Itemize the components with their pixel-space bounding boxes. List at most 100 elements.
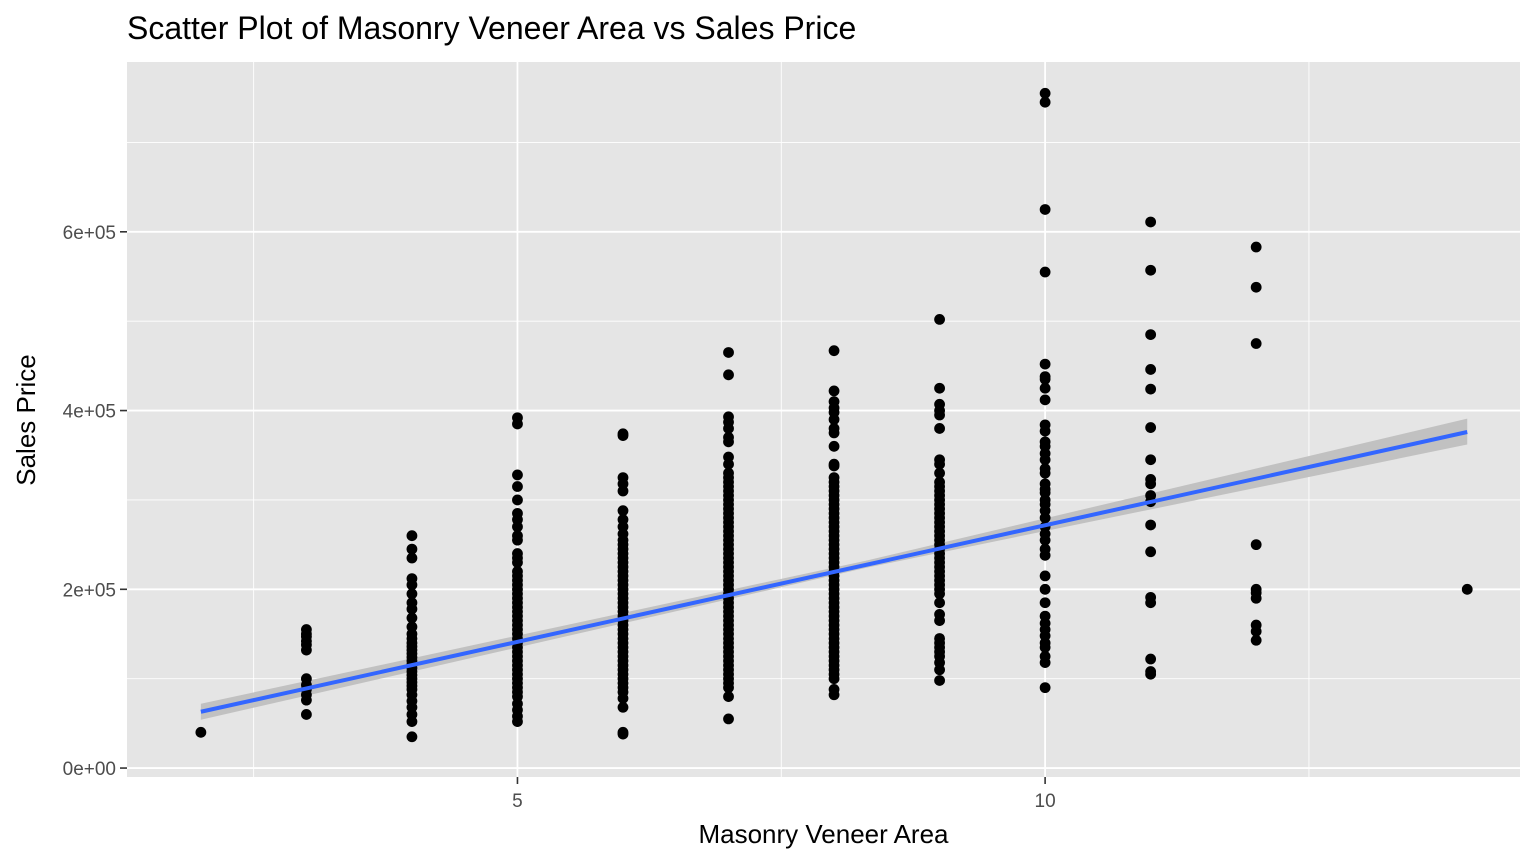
data-point: [1145, 653, 1157, 665]
data-point: [1145, 422, 1157, 433]
data-point: [1039, 371, 1051, 382]
data-point: [934, 423, 945, 434]
data-point: [512, 548, 523, 559]
data-point: [512, 494, 523, 506]
data-point: [723, 467, 734, 479]
data-point: [1039, 266, 1051, 278]
data-point: [1039, 436, 1051, 448]
data-point: [195, 726, 207, 738]
data-point: [1145, 546, 1157, 558]
data-point: [934, 675, 945, 686]
data-point: [1145, 216, 1157, 228]
data-point: [1039, 87, 1051, 99]
y-tick-label: 0e+00: [63, 759, 116, 780]
data-point: [617, 505, 629, 517]
data-point: [934, 476, 945, 488]
data-point: [723, 431, 734, 443]
data-point: [934, 382, 945, 394]
data-point: [1039, 394, 1051, 406]
data-point: [1039, 419, 1051, 431]
data-point: [617, 514, 629, 525]
plot-panel: [127, 62, 1520, 777]
data-point: [1250, 619, 1262, 631]
x-tick-label: 5: [512, 791, 523, 812]
data-point: [1250, 539, 1262, 551]
data-point: [723, 713, 734, 725]
data-point: [512, 469, 523, 481]
data-point: [1250, 281, 1262, 293]
data-point: [1250, 634, 1262, 646]
data-point: [723, 691, 734, 702]
data-point: [512, 530, 523, 542]
data-point: [934, 467, 945, 479]
data-point: [934, 633, 945, 644]
data-point: [1145, 490, 1157, 501]
y-axis: 0e+00 2e+05 4e+05 6e+05: [63, 223, 127, 780]
data-point: [406, 731, 418, 743]
data-point: [1250, 338, 1262, 349]
data-point: [1039, 96, 1051, 108]
data-point: [828, 684, 840, 695]
data-point: [406, 573, 418, 584]
data-point: [406, 588, 418, 600]
data-point: [723, 347, 734, 358]
data-point: [406, 530, 418, 542]
data-point: [828, 396, 840, 408]
data-point: [1250, 583, 1262, 595]
data-point: [1039, 543, 1051, 555]
data-point: [406, 621, 418, 633]
data-point: [1461, 583, 1473, 595]
data-point: [512, 507, 523, 519]
data-point: [828, 345, 840, 357]
data-point: [934, 314, 945, 325]
data-point: [1039, 570, 1051, 582]
data-point: [934, 454, 945, 466]
data-point: [512, 481, 523, 492]
data-points: [195, 87, 1473, 743]
data-point: [406, 552, 418, 564]
data-point: [723, 411, 734, 423]
data-point: [828, 472, 840, 483]
trend-line: [200, 430, 1468, 714]
data-point: [406, 597, 418, 609]
data-point: [1145, 519, 1157, 531]
data-point: [1145, 454, 1157, 466]
x-axis: 5 10: [512, 777, 1056, 812]
data-point: [828, 423, 840, 434]
data-point: [512, 412, 523, 424]
data-point: [1039, 597, 1051, 609]
data-point: [1145, 666, 1157, 677]
data-point: [934, 398, 945, 410]
data-point: [723, 451, 734, 463]
x-axis-title: Masonry Veneer Area: [698, 819, 949, 849]
data-point: [512, 566, 523, 577]
data-point: [723, 369, 734, 381]
data-point: [1039, 463, 1051, 475]
chart-title: Scatter Plot of Masonry Veneer Area vs S…: [127, 10, 856, 46]
data-point: [1039, 382, 1051, 394]
y-tick-label: 2e+05: [63, 580, 116, 601]
data-point: [1250, 241, 1262, 253]
data-point: [617, 472, 629, 483]
data-point: [828, 440, 840, 452]
data-point: [1039, 478, 1051, 490]
y-tick-label: 4e+05: [63, 402, 116, 423]
data-point: [828, 385, 840, 397]
data-point: [1039, 204, 1051, 215]
data-point: [301, 673, 312, 685]
data-point: [406, 612, 418, 624]
data-point: [1145, 591, 1157, 603]
data-point: [301, 624, 312, 635]
data-point: [1039, 650, 1051, 662]
trend-line-layer: [200, 430, 1468, 714]
data-point: [1039, 682, 1051, 694]
y-tick-label: 6e+05: [63, 223, 116, 244]
data-point: [828, 458, 840, 470]
data-point: [934, 597, 945, 609]
data-point: [934, 608, 945, 620]
data-point: [1039, 358, 1051, 370]
y-axis-title: Sales Price: [11, 354, 41, 486]
data-point: [1145, 264, 1157, 276]
data-point: [1145, 329, 1157, 340]
